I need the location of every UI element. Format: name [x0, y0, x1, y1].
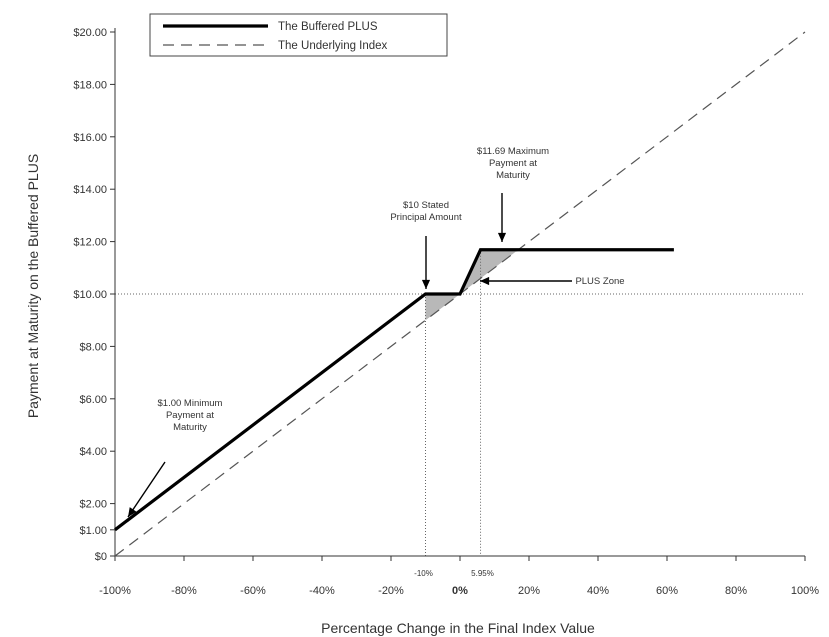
min-payment-annotation-line: Payment at: [166, 410, 214, 421]
max-payment-annotation-line: Maturity: [496, 170, 530, 181]
x-tick-label: 20%: [518, 585, 540, 597]
buffered-plus-line: [114, 248, 674, 532]
x-tick-label: -100%: [99, 585, 131, 597]
y-tick-label: $10.00: [73, 289, 107, 301]
max-payment-annotation-line: Payment at: [489, 158, 537, 169]
y-tick-label: $16.00: [73, 132, 107, 144]
x-extra-label: 5.95%: [471, 569, 494, 578]
legend-box: [149, 13, 448, 57]
y-tick-label: $20.00: [73, 27, 107, 39]
x-tick-label: -80%: [171, 585, 197, 597]
x-tick-label: -40%: [309, 585, 335, 597]
min-payment-annotation-line: $1.00 Minimum: [158, 398, 223, 409]
stated-principal-annotation-line: Principal Amount: [390, 212, 462, 223]
y-axis-title: Payment at Maturity on the Buffered PLUS: [25, 154, 41, 418]
y-tick-label: $18.00: [73, 79, 107, 91]
y-tick-label: $8.00: [79, 341, 107, 353]
x-tick-label: -60%: [240, 585, 266, 597]
axes: -100% -80% -60% -40% -20% 0% 20% 40% 60% 80% 100% $…: [73, 27, 819, 597]
x-tick-label: 80%: [725, 585, 747, 597]
x-tick-label: 100%: [791, 585, 819, 597]
legend-label-buffered-plus: The Buffered PLUS: [278, 21, 378, 33]
y-tick-label: $2.00: [79, 499, 107, 511]
x-tick-label: -20%: [378, 585, 404, 597]
plus-zone-arrow-head: [480, 276, 490, 286]
legend: The Buffered PLUS The Underlying Index: [149, 13, 448, 57]
series-lines: [114, 31, 806, 557]
stated-principal-annotation-line: $10 Stated: [403, 200, 449, 211]
legend-label-underlying-index: The Underlying Index: [278, 40, 388, 52]
min-payment-arrow-shaft: [127, 461, 166, 518]
max-payment-arrow-head: [497, 232, 507, 242]
y-tick-label: $1.00: [79, 525, 107, 537]
x-tick-label: 0%: [452, 585, 468, 597]
min-payment-arrow-head: [128, 507, 137, 517]
x-axis-title: Percentage Change in the Final Index Val…: [321, 620, 595, 636]
y-tick-label: $14.00: [73, 184, 107, 196]
plus-zone-annotation-line: PLUS Zone: [575, 276, 624, 287]
y-tick-label: $4.00: [79, 446, 107, 458]
min-payment-annotation-line: Maturity: [173, 422, 207, 433]
axis-labels: Percentage Change in the Final Index Val…: [25, 154, 595, 636]
x-tick-label: 40%: [587, 585, 609, 597]
y-tick-label: $6.00: [79, 394, 107, 406]
x-tick-label: 60%: [656, 585, 678, 597]
y-tick-label: $12.00: [73, 237, 107, 249]
max-payment-annotation-line: $11.69 Maximum: [477, 146, 549, 157]
y-tick-label: $0: [95, 551, 107, 563]
stated-principal-arrow-head: [421, 279, 431, 289]
x-extra-label: -10%: [414, 569, 433, 578]
